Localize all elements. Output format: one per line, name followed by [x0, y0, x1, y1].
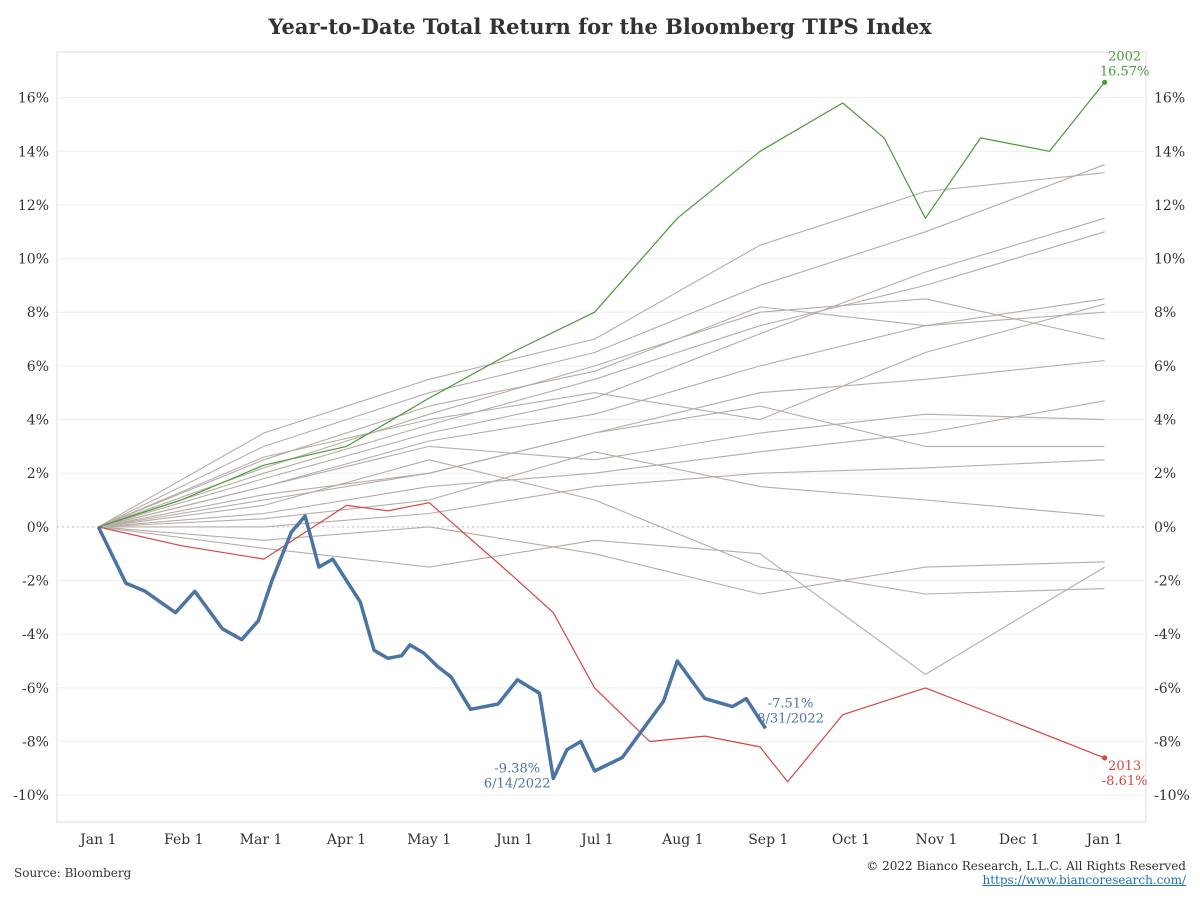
other-years-lines [98, 164, 1105, 675]
y-tick-label: 2% [27, 466, 49, 482]
x-tick-label: Dec 1 [999, 832, 1040, 848]
chart-title: Year-to-Date Total Return for the Bloomb… [268, 14, 932, 39]
y-tick-label: 8% [1154, 305, 1176, 321]
series-line-other [98, 231, 1105, 528]
series-line-other [98, 172, 1105, 528]
y-tick-label: -10% [1154, 788, 1190, 804]
y-tick-label: -10% [13, 788, 49, 804]
annotation-label: 2013 [1108, 759, 1141, 774]
series-line-other [98, 311, 1105, 528]
y-tick-label: -4% [22, 627, 49, 643]
y-tick-label: 10% [18, 252, 49, 268]
series-line-other [98, 359, 1105, 528]
y-tick-label: 4% [27, 413, 49, 429]
series-line-2022 [96, 514, 767, 781]
y-tick-label: -6% [1154, 681, 1181, 697]
x-tick-label: Jan 1 [1084, 832, 1122, 848]
series-line-other [98, 459, 1105, 595]
y-tick-label: 6% [1154, 359, 1176, 375]
y-tick-label: 4% [1154, 413, 1176, 429]
x-tick-label: Feb 1 [164, 832, 204, 848]
y-tick-label: 14% [18, 144, 49, 160]
y-tick-label: 16% [1154, 91, 1185, 107]
y-axis-left: 16% 14% 12% 10% 8% 6% 4% 2% 0% -2% -4% -6% -8% -10% [13, 91, 49, 805]
series-line-other [98, 298, 1105, 528]
series-line-other [98, 405, 1105, 528]
series-line-other [98, 526, 1105, 675]
x-tick-label: Nov 1 [915, 832, 957, 848]
series-line-other [98, 217, 1105, 528]
plot-frame [56, 51, 1147, 823]
x-tick-label: Jul 1 [579, 832, 613, 848]
annotation-label: 6/14/2022 [484, 777, 551, 792]
y-tick-label: 12% [1154, 198, 1185, 214]
website-link[interactable]: https://www.biancoresearch.com/ [982, 873, 1186, 887]
series-line-other [98, 451, 1105, 528]
annotation-label: 8/31/2022 [757, 711, 824, 726]
series-line-2013 [98, 502, 1105, 783]
series-line-2002 [98, 81, 1106, 528]
y-tick-label: 0% [1154, 520, 1176, 536]
y-axis-right: 16% 14% 12% 10% 8% 6% 4% 2% 0% -2% -4% -6% -8% -10% [1154, 91, 1190, 805]
annotation-label: -9.38% [494, 762, 540, 777]
y-tick-label: -6% [22, 681, 49, 697]
annotation-label: -8.61% [1102, 774, 1148, 789]
y-tick-label: -8% [1154, 735, 1181, 751]
series-line-other [98, 400, 1105, 528]
annotation-label: -7.51% [768, 696, 814, 711]
highlighted-lines [96, 81, 1106, 783]
series-line-other [98, 526, 1105, 595]
y-tick-label: -2% [1154, 574, 1181, 590]
x-tick-label: Jan 1 [78, 832, 116, 848]
y-tick-label: 8% [27, 305, 49, 321]
annotation-label: 16.57% [1100, 64, 1150, 79]
y-tick-label: 10% [1154, 252, 1185, 268]
endpoint-marker [1102, 755, 1108, 761]
x-tick-label: Oct 1 [832, 832, 870, 848]
y-tick-label: 0% [27, 520, 49, 536]
annotation-label: 2002 [1108, 49, 1141, 64]
y-tick-label: 6% [27, 359, 49, 375]
endpoint-marker [1102, 79, 1108, 85]
y-tick-label: 16% [18, 91, 49, 107]
y-tick-label: -8% [22, 735, 49, 751]
x-tick-label: Sep 1 [748, 832, 788, 848]
source-note: Source: Bloomberg [14, 866, 132, 880]
series-line-other [98, 459, 1105, 528]
x-axis: Jan 1 Feb 1 Mar 1 Apr 1 May 1 Jun 1 Jul 1 Aug 1… [78, 832, 1123, 848]
series-line-other [98, 298, 1105, 528]
x-tick-label: May 1 [407, 832, 451, 848]
y-tick-label: 12% [18, 198, 49, 214]
x-tick-label: Mar 1 [240, 832, 283, 848]
y-tick-label: -4% [1154, 627, 1181, 643]
series-line-other [98, 303, 1105, 528]
y-tick-label: 14% [1154, 144, 1185, 160]
x-tick-label: Jun 1 [494, 832, 533, 848]
series-line-other [98, 164, 1105, 528]
y-tick-label: 2% [1154, 466, 1176, 482]
copyright-note: © 2022 Bianco Research, L.L.C. All Right… [866, 859, 1186, 873]
x-tick-label: Aug 1 [661, 832, 703, 848]
x-tick-label: Apr 1 [326, 832, 366, 848]
y-tick-label: -2% [22, 574, 49, 590]
